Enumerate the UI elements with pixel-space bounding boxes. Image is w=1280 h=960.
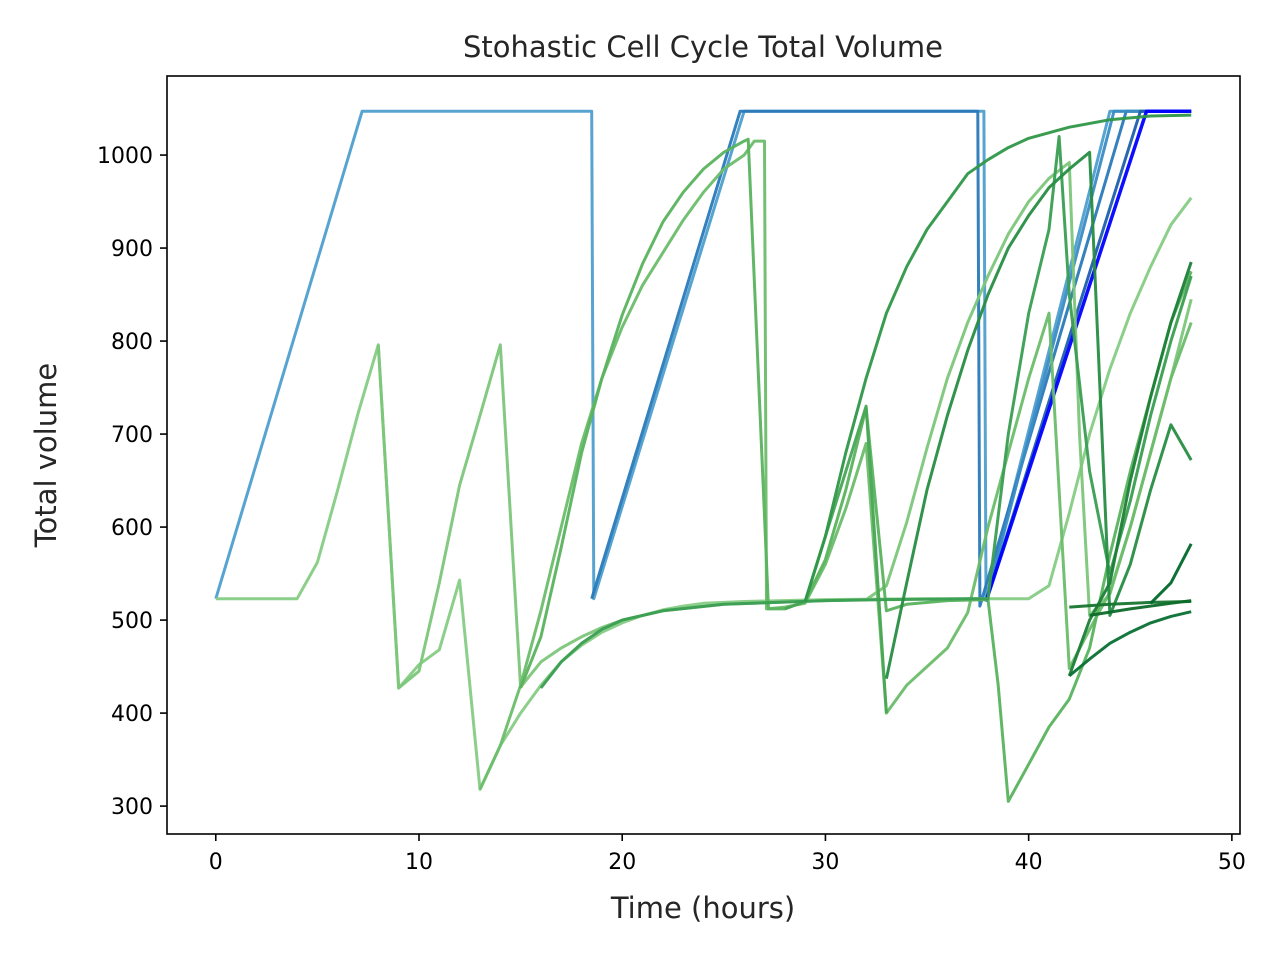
plot-frame: [166, 75, 1241, 835]
chart-title: Stohastic Cell Cycle Total Volume: [463, 30, 943, 64]
y-axis-ticks: 300 400 500 600 700 800 900 1000: [97, 144, 167, 820]
x-tick-label: 20: [608, 850, 636, 875]
y-tick-label: 500: [111, 609, 153, 634]
y-tick-label: 600: [111, 516, 153, 541]
series-line-14: [1067, 261, 1193, 677]
x-axis-label: Time (hours): [610, 891, 795, 925]
x-tick-label: 30: [811, 850, 839, 875]
series-line-13: [884, 150, 1193, 680]
series-line-9: [519, 137, 1193, 803]
x-tick-label: 50: [1218, 850, 1246, 875]
plot-lines: [214, 109, 1193, 803]
y-tick-label: 900: [111, 237, 153, 262]
x-tick-label: 10: [405, 850, 433, 875]
x-axis-ticks: 0 10 20 30 40 50: [209, 834, 1246, 875]
series-line-17: [1068, 610, 1192, 678]
y-tick-label: 300: [111, 795, 153, 820]
y-tick-label: 800: [111, 330, 153, 355]
x-tick-label: 40: [1015, 850, 1043, 875]
y-axis-label: Total volume: [29, 363, 63, 548]
y-tick-label: 1000: [97, 144, 153, 169]
series-line-5: [984, 109, 1192, 603]
y-tick-label: 400: [111, 702, 153, 727]
series-line-16: [1089, 599, 1192, 617]
series-line-18: [1149, 543, 1193, 605]
series-line-12: [803, 113, 1192, 602]
x-tick-label: 0: [209, 850, 223, 875]
y-tick-label: 700: [111, 423, 153, 448]
